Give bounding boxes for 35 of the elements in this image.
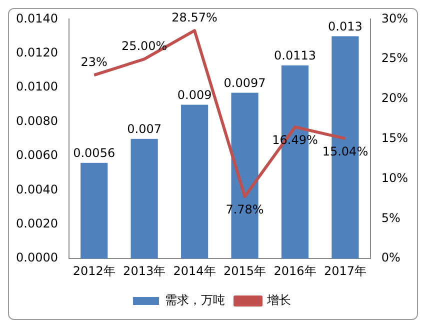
y2-tick-label: 15% (381, 131, 408, 146)
data-label: 23% (80, 55, 108, 70)
legend-label: 增长 (266, 293, 291, 308)
y2-tick-label: 20% (381, 91, 408, 106)
y-tick-label: 0.0060 (16, 148, 58, 162)
x-tick-label: 2013年 (123, 264, 166, 278)
x-tick-label: 2015年 (223, 264, 266, 278)
y2-tick-label: 25% (381, 51, 408, 66)
y2-tick-label: 10% (381, 170, 408, 185)
data-label: 0.0097 (224, 76, 266, 90)
y-tick-label: 0.0020 (16, 216, 58, 231)
data-label: 0.007 (127, 122, 162, 136)
data-label: 0.0113 (274, 48, 316, 62)
y-tick-label: 0.0040 (16, 182, 58, 196)
y-tick-label: 0.0000 (16, 250, 58, 265)
bar (130, 138, 158, 259)
x-tick-label: 2014年 (173, 264, 216, 278)
x-tick-label: 2016年 (274, 264, 316, 278)
data-label: 0.009 (177, 88, 212, 102)
y2-tick-label: 5% (381, 210, 400, 225)
x-tick-label: 2017年 (324, 264, 366, 278)
bar (180, 104, 208, 259)
bar (80, 162, 108, 259)
y2-tick-label: 0% (381, 250, 400, 265)
y2-tick-label: 30% (381, 11, 408, 26)
x-tick-label: 2012年 (72, 264, 116, 278)
data-label: 0.0056 (73, 146, 116, 160)
y-tick-label: 0.0120 (16, 46, 58, 60)
data-label: 25.00% (121, 39, 168, 54)
y-tick-label: 0.0140 (16, 11, 58, 26)
y-tick-label: 0.0100 (16, 80, 58, 94)
y-tick-label: 0.0080 (16, 114, 58, 128)
data-label: 28.57% (172, 10, 218, 25)
data-label: 0.013 (328, 19, 362, 34)
legend-label: 需求，万吨 (165, 293, 225, 308)
